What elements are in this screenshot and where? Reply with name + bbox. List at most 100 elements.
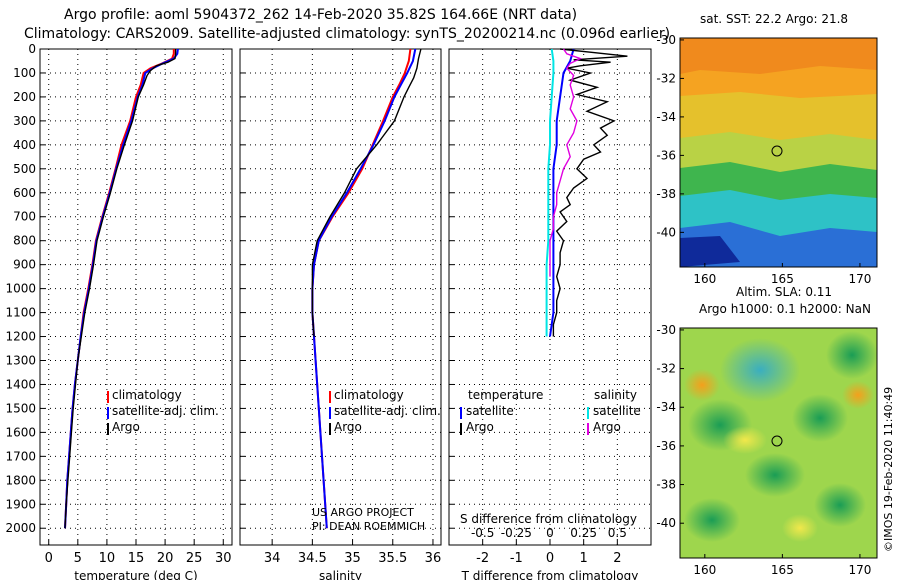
sla-low-anomaly (745, 453, 805, 497)
difference-tick-label-x: 2 (613, 551, 621, 566)
sst-map-tick-label-y: -40 (656, 225, 676, 239)
salinity-tick-label-x: 34 (264, 551, 281, 566)
depth-tick-label: 0 (28, 42, 36, 56)
depth-tick-label: 500 (13, 162, 36, 176)
legend-label-climatology: climatology (112, 388, 182, 402)
sla-low-anomaly (814, 483, 866, 527)
sla-high-anomaly (723, 426, 767, 454)
sla-map-tick-label-y: -36 (656, 439, 676, 453)
depth-tick-label: 400 (13, 138, 36, 152)
sst-warm-region (680, 38, 877, 74)
difference-line-salinity-argo (549, 48, 583, 277)
sla-low-anomaly (792, 394, 848, 442)
salinity-line-satellite-adj-clim- (311, 48, 417, 529)
sst-map-title: sat. SST: 22.2 Argo: 21.8 (700, 12, 848, 26)
sst-map-tick-label-y: -32 (656, 71, 676, 85)
depth-tick-label: 1600 (5, 425, 36, 439)
depth-tick-label: 1800 (5, 473, 36, 487)
s-difference-tick-label: -0.25 (501, 526, 532, 540)
sla-map-title: Argo h1000: 0.1 h2000: NaN (699, 302, 871, 316)
salinity-tick-label-x: 34.5 (298, 551, 327, 566)
sla-map-tick-label-x: 170 (848, 563, 871, 577)
legend-label-argo: Argo (112, 420, 140, 434)
figure-title-line2: Climatology: CARS2009. Satellite-adjuste… (24, 26, 671, 42)
difference-line-temperature-satellite (549, 48, 575, 337)
sla-map-tick-label-x: 160 (693, 563, 716, 577)
sla-map-tick-label-y: -34 (656, 400, 676, 414)
depth-tick-label: 1200 (5, 330, 36, 344)
sst-coldest-region (680, 236, 740, 267)
sla-map-tick-label-y: -40 (656, 516, 676, 530)
legend-label-temp-satellite: satellite (466, 404, 514, 418)
sla-map-frame (679, 327, 878, 559)
legend-label-argo: Argo (334, 420, 362, 434)
legend-label-satellite: satellite-adj. clim. (112, 404, 219, 418)
s-difference-tick-label: 0.5 (608, 526, 627, 540)
imos-timestamp: ©IMOS 19-Feb-2020 11:40:49 (882, 387, 895, 552)
depth-tick-label: 300 (13, 114, 36, 128)
sla-high-anomaly (684, 369, 720, 401)
legend-label-sal-argo: Argo (593, 420, 621, 434)
legend-title-salinity: salinity (594, 388, 637, 402)
sla-map-tick-label-y: -32 (656, 362, 676, 376)
sla-low-anomaly (720, 338, 800, 402)
depth-tick-label: 1300 (5, 353, 36, 367)
sla-map-tick-label-x: 165 (771, 563, 794, 577)
salinity-axis-label: salinity (319, 569, 362, 580)
depth-tick-label: 1900 (5, 497, 36, 511)
chart-marks: 0 5 10 15 20 25 300100200300400500600700800900… (5, 33, 871, 580)
temperature-tick-label-x: 15 (128, 551, 145, 566)
sst-map-tick-label-y: -30 (656, 33, 676, 47)
sst-map-tick-label-x: 165 (771, 272, 794, 286)
legend-label-climatology: climatology (334, 388, 404, 402)
difference-line-temperature-argo (552, 48, 628, 337)
temperature-tick-label-x: 5 (74, 551, 82, 566)
temperature-tick-label-x: 10 (99, 551, 116, 566)
depth-tick-label: 1700 (5, 449, 36, 463)
temperature-tick-label-x: 30 (215, 551, 232, 566)
temperature-axis-label: temperature (deg C) (74, 569, 197, 580)
s-difference-tick-label: 0.25 (570, 526, 597, 540)
temperature-tick-label-x: 25 (186, 551, 203, 566)
sla-high-anomaly (842, 381, 874, 409)
depth-tick-label: 100 (13, 66, 36, 80)
temperature-tick-label-x: 0 (45, 551, 53, 566)
depth-tick-label: 1000 (5, 282, 36, 296)
s-difference-tick-label: 0 (546, 526, 554, 540)
sst-argo-marker (771, 145, 783, 157)
sla-map (680, 328, 877, 558)
difference-tick-label-x: -2 (476, 551, 489, 566)
salinity-line-argo (311, 48, 422, 337)
depth-tick-label: 700 (13, 210, 36, 224)
sla-high-anomaly (782, 514, 818, 542)
sla-low-anomaly (826, 331, 877, 379)
sla-low-anomaly (684, 498, 740, 542)
salinity-tick-label-x: 35.5 (378, 551, 407, 566)
s-difference-tick-label: -0.5 (471, 526, 494, 540)
sla-map-tick-label-y: -38 (656, 478, 676, 492)
salinity-tick-label-x: 36 (425, 551, 442, 566)
sst-map (680, 38, 877, 267)
depth-tick-label: 800 (13, 234, 36, 248)
difference-tick-label-x: 1 (580, 551, 588, 566)
salinity-tick-label-x: 35 (344, 551, 361, 566)
depth-tick-label: 1400 (5, 377, 36, 391)
depth-tick-label: 1500 (5, 401, 36, 415)
temperature-line-argo (64, 49, 177, 529)
legend-label-sal-satellite: satellite (593, 404, 641, 418)
figure-title-line1: Argo profile: aoml 5904372_262 14-Feb-20… (64, 7, 578, 23)
depth-tick-label: 2000 (5, 521, 36, 535)
depth-tick-label: 600 (13, 186, 36, 200)
legend-title-temperature: temperature (468, 388, 543, 402)
difference-tick-label-x: -1 (510, 551, 523, 566)
sst-map-tick-label-x: 160 (693, 272, 716, 286)
sst-map-tick-label-y: -36 (656, 148, 676, 162)
salinity-legend: climatology satellite-adj. clim. Argo US… (312, 388, 441, 533)
sst-map-frame (679, 37, 878, 268)
difference-line-salinity-satellite (545, 48, 555, 337)
difference-legend: temperature salinity satellite Argo sate… (460, 388, 641, 526)
depth-tick-label: 1100 (5, 306, 36, 320)
temperature-legend: climatology satellite-adj. clim. Argo (107, 388, 219, 435)
